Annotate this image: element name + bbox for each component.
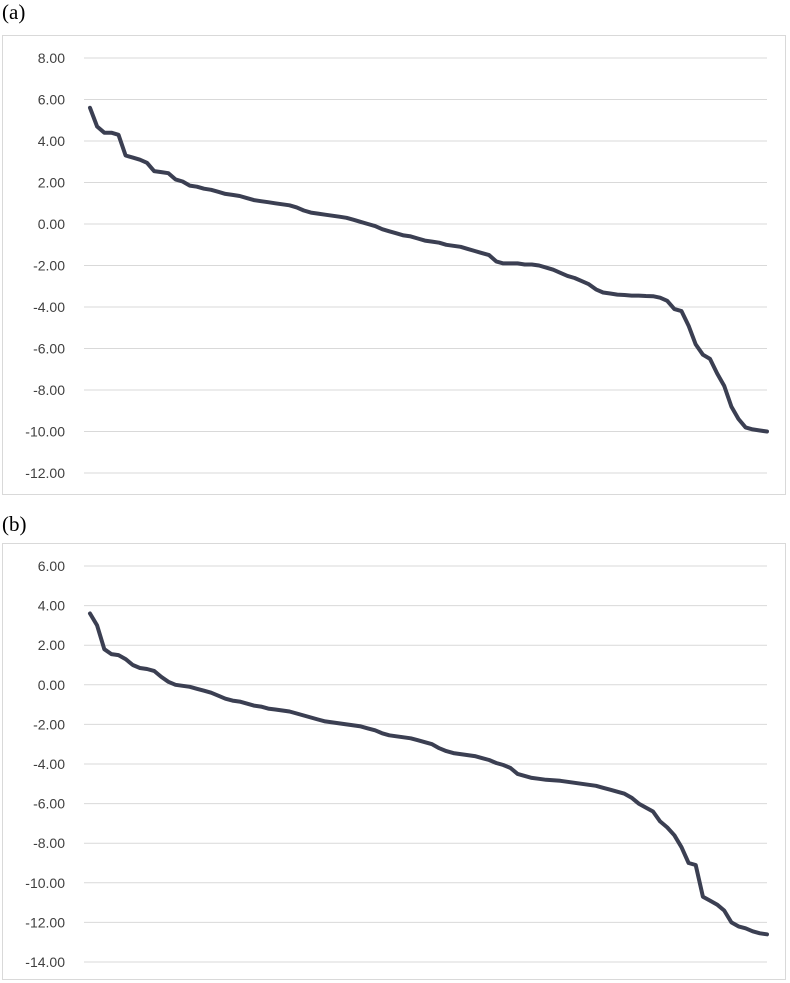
y-tick-label: -4.00: [33, 299, 65, 315]
y-tick-label: 8.00: [38, 50, 65, 66]
panel-label-b: (b): [2, 512, 27, 536]
y-tick-label: 2.00: [38, 637, 65, 653]
y-tick-label: 6.00: [38, 558, 65, 574]
chart-a: 8.00 6.00 4.00 2.00 0.00 -2.00 -4.00 -6.00 -8.00…: [2, 35, 786, 495]
y-tick-label: -14.00: [25, 954, 65, 970]
y-tick-label: -6.00: [33, 341, 65, 357]
y-tick-label: -6.00: [33, 796, 65, 812]
chart-a-svg: 8.00 6.00 4.00 2.00 0.00 -2.00 -4.00 -6.00 -8.00…: [25, 50, 769, 481]
y-tick-label: 2.00: [38, 175, 65, 191]
y-tick-label: 4.00: [38, 133, 65, 149]
panel-label-a: (a): [2, 0, 26, 24]
y-tick-label: 0.00: [38, 677, 65, 693]
y-tick-label: -8.00: [33, 382, 65, 398]
y-tick-label: -10.00: [25, 875, 65, 891]
y-tick-label: -12.00: [25, 465, 65, 481]
y-tick-label: -2.00: [33, 716, 65, 732]
series-line: [88, 105, 769, 434]
y-tick-label: -10.00: [25, 424, 65, 440]
y-tick-label: -8.00: [33, 835, 65, 851]
y-tick-label: 0.00: [38, 216, 65, 232]
y-tick-label: 4.00: [38, 598, 65, 614]
y-tick-label: 6.00: [38, 92, 65, 108]
y-tick-label: -12.00: [25, 914, 65, 930]
y-tick-label: -2.00: [33, 258, 65, 274]
series-line: [88, 611, 769, 937]
chart-b: 6.00 4.00 2.00 0.00 -2.00 -4.00 -6.00 -8.00 -10.…: [2, 543, 786, 980]
y-tick-label: -4.00: [33, 756, 65, 772]
chart-b-svg: 6.00 4.00 2.00 0.00 -2.00 -4.00 -6.00 -8.00 -10.…: [25, 558, 769, 970]
